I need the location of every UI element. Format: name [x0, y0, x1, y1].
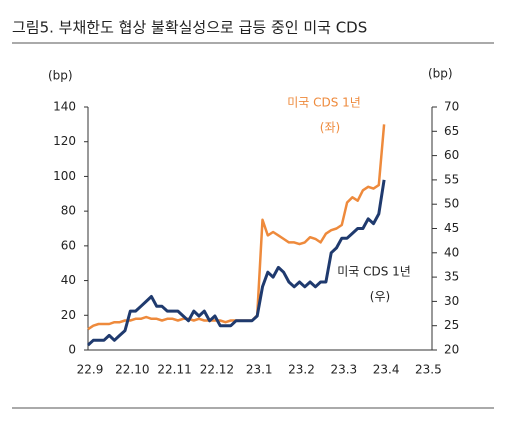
y2-tick-label: 50: [444, 197, 459, 211]
y2-tick-label: 45: [444, 221, 459, 235]
y-tick-label: 80: [61, 204, 76, 218]
series-label: 미국 CDS 1년: [337, 265, 411, 279]
series-line: [87, 124, 386, 331]
series-label: 미국 CDS 1년: [287, 96, 361, 110]
chart-title: 그림5. 부채한도 협상 불확실성으로 급등 중인 미국 CDS: [12, 19, 367, 37]
series-note: (우): [370, 290, 390, 304]
y2-tick-label: 20: [444, 343, 459, 357]
y2-tick-label: 40: [444, 245, 459, 259]
series-line: [86, 179, 386, 347]
y2-tick-label: 60: [444, 148, 459, 162]
y2-tick-label: 25: [444, 318, 459, 332]
y2-tick-label: 55: [444, 172, 459, 186]
y-axis-label: (bp): [48, 69, 73, 83]
y-tick-label: 140: [53, 100, 76, 114]
y2-tick-label: 65: [444, 124, 459, 138]
x-tick-label: 23.5: [415, 363, 442, 377]
x-tick-label: 23.2: [288, 363, 315, 377]
y2-axis-label: (bp): [428, 67, 453, 81]
y2-tick-label: 30: [444, 294, 459, 308]
y-tick-label: 40: [61, 273, 76, 287]
y-tick-label: 120: [53, 134, 76, 148]
x-tick-label: 22.12: [200, 363, 234, 377]
y-tick-label: 0: [68, 343, 76, 357]
x-tick-label: 22.11: [157, 363, 191, 377]
y-tick-label: 20: [61, 308, 76, 322]
series-note: (좌): [320, 121, 340, 135]
y-tick-label: 100: [53, 169, 76, 183]
x-tick-label: 22.9: [77, 363, 104, 377]
y-tick-label: 60: [61, 238, 76, 252]
x-tick-label: 23.3: [330, 363, 357, 377]
x-tick-label: 23.4: [373, 363, 400, 377]
x-tick-label: 23.1: [246, 363, 273, 377]
x-tick-label: 22.10: [115, 363, 149, 377]
y2-tick-label: 70: [444, 100, 459, 114]
y2-tick-label: 35: [444, 270, 459, 284]
